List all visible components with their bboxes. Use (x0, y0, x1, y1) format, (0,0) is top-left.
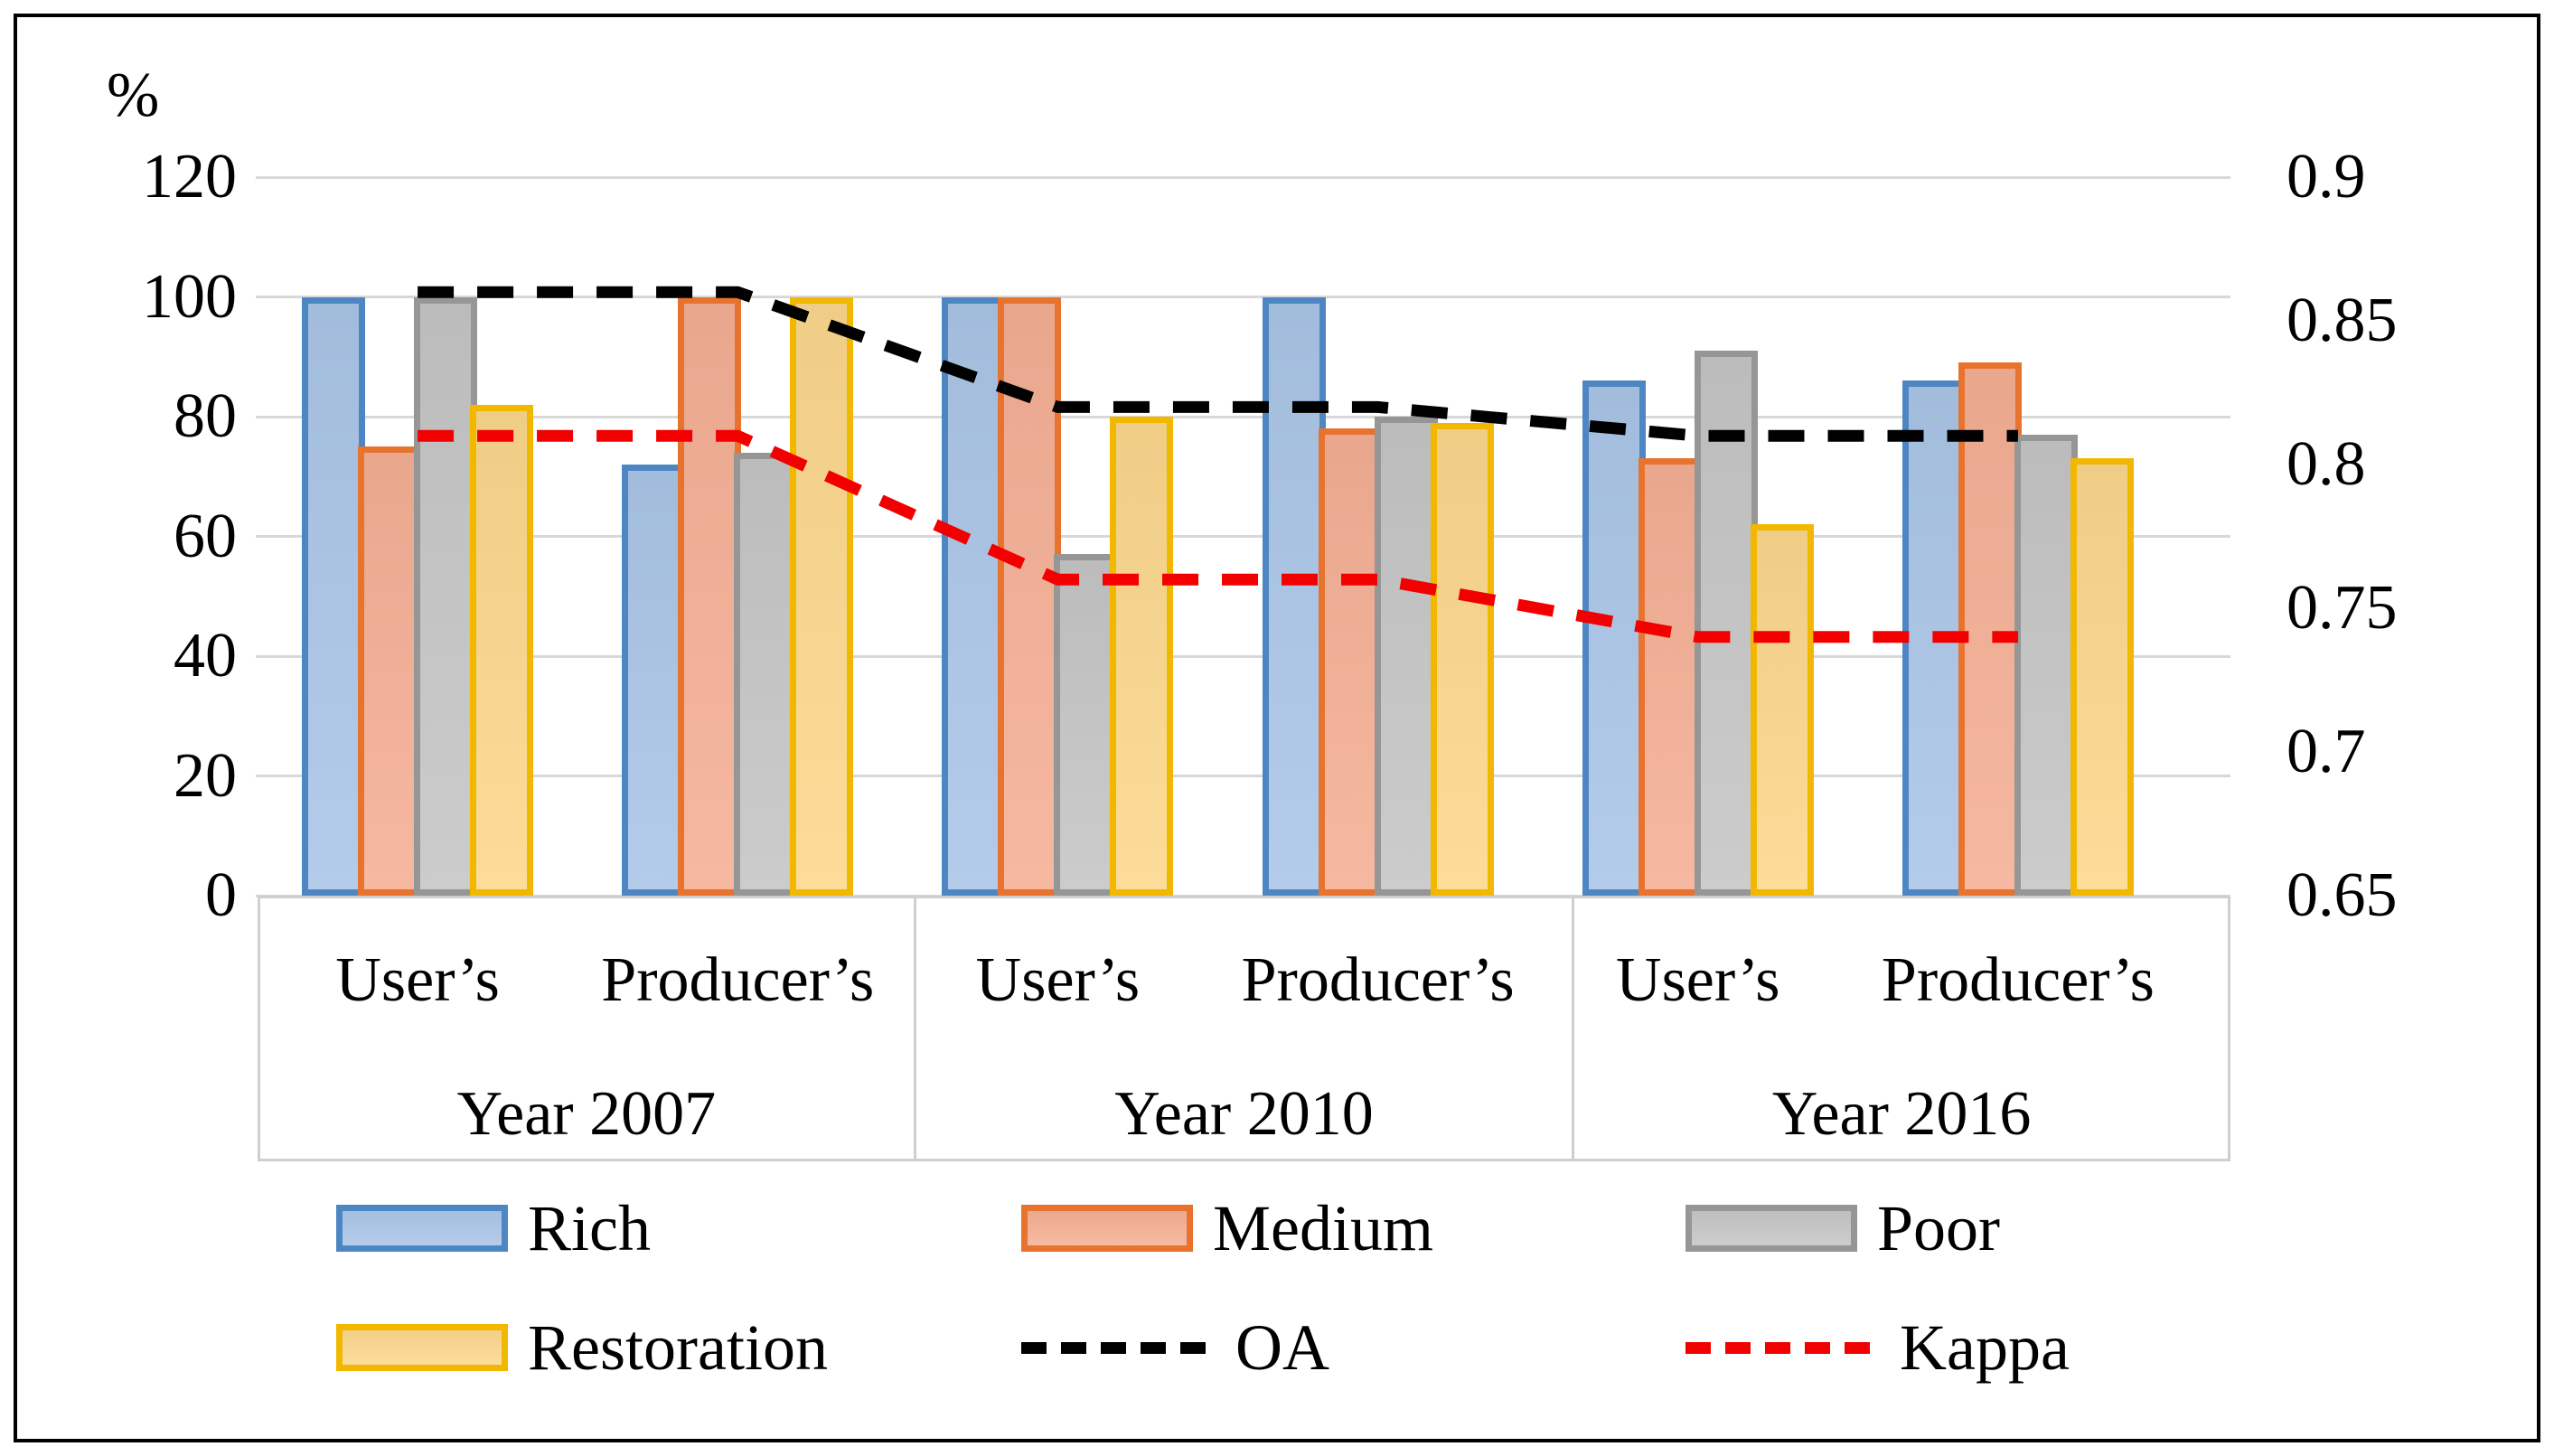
legend-label-restoration: Restoration (528, 1311, 828, 1384)
bar-poor-4 (1694, 351, 1758, 896)
legend-label-medium: Medium (1213, 1192, 1433, 1264)
legend-dash-kappa (1685, 1341, 1880, 1354)
legend-swatch-medium (1021, 1205, 1193, 1252)
oa-line (418, 286, 2018, 442)
category-year-divider (1571, 896, 1574, 1161)
bar-medium-2 (998, 296, 1062, 896)
gridline-20 (256, 775, 2230, 777)
bar-rich-0 (302, 296, 366, 896)
y-axis-tick-label: 100 (142, 261, 237, 332)
axis-year-label: Year 2016 (1771, 1079, 2032, 1149)
legend-label-poor: Poor (1877, 1192, 2001, 1264)
axis-year-label: Year 2007 (456, 1079, 717, 1149)
gridline-40 (256, 654, 2230, 658)
bar-poor-5 (2014, 434, 2078, 896)
axis-category-label: User’s (335, 945, 500, 1015)
legend-dash-oa (1021, 1341, 1216, 1354)
y-axis-tick-label: 80 (174, 381, 237, 451)
y-axis-tick-label: 40 (174, 621, 237, 690)
bar-medium-4 (1638, 458, 1702, 896)
bar-restoration-1 (790, 296, 854, 896)
legend-label-rich: Rich (528, 1192, 651, 1264)
bar-medium-0 (358, 446, 422, 896)
category-axis-box (258, 896, 2230, 1161)
bar-rich-5 (1901, 380, 1966, 896)
secondary-axis-tick-label: 0.75 (2286, 573, 2398, 643)
bar-rich-3 (1262, 296, 1326, 896)
secondary-axis-tick-label: 0.65 (2286, 860, 2398, 930)
axis-category-label: Producer’s (1881, 945, 2155, 1015)
bar-rich-4 (1582, 380, 1646, 896)
secondary-axis-tick-label: 0.85 (2286, 286, 2398, 355)
axis-category-label: Producer’s (1241, 945, 1515, 1015)
y-axis-tick-label: 120 (142, 142, 237, 211)
bar-poor-1 (734, 452, 798, 896)
bar-poor-3 (1374, 417, 1438, 896)
legend-label-oa: OA (1235, 1311, 1329, 1384)
bar-poor-2 (1054, 554, 1118, 896)
gridline-120 (256, 175, 2230, 179)
legend-swatch-rich (336, 1205, 508, 1252)
bar-poor-0 (414, 296, 478, 896)
bar-restoration-0 (470, 404, 534, 896)
bar-restoration-4 (1750, 524, 1814, 896)
percent-axis-title: % (107, 61, 160, 130)
bar-rich-1 (622, 465, 686, 896)
legend-swatch-restoration (336, 1324, 508, 1371)
legend-swatch-poor (1685, 1205, 1857, 1252)
axis-category-label: Producer’s (601, 945, 875, 1015)
bar-rich-2 (942, 296, 1006, 896)
category-year-divider (914, 896, 917, 1161)
bar-restoration-3 (1430, 422, 1494, 896)
y-axis-tick-label: 20 (174, 740, 237, 811)
bar-medium-1 (678, 296, 742, 896)
y-axis-tick-label: 60 (174, 501, 237, 571)
secondary-axis-tick-label: 0.9 (2286, 142, 2366, 211)
legend-label-kappa: Kappa (1900, 1311, 2070, 1384)
axis-year-label: Year 2010 (1114, 1079, 1374, 1149)
secondary-axis-tick-label: 0.7 (2286, 717, 2366, 786)
bar-medium-5 (1958, 362, 2022, 896)
bar-medium-3 (1318, 428, 1382, 896)
gridline-100 (256, 296, 2230, 298)
axis-category-label: User’s (1616, 945, 1780, 1015)
bar-restoration-2 (1110, 417, 1174, 896)
y-axis-tick-label: 0 (205, 860, 237, 930)
secondary-axis-tick-label: 0.8 (2286, 429, 2366, 499)
bar-restoration-5 (2070, 458, 2134, 896)
axis-category-label: User’s (975, 945, 1141, 1015)
